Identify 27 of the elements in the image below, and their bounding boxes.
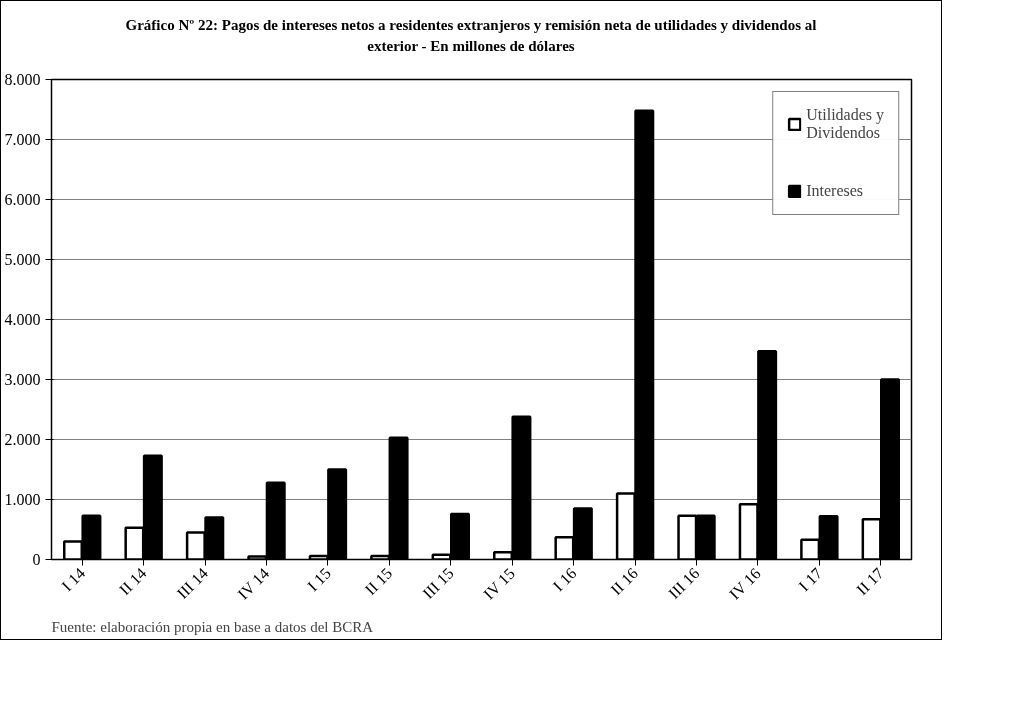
x-tick-label: IV 14 [234,564,273,603]
x-tick-label: III 14 [173,564,212,602]
x-tick-label: I 16 [549,564,580,595]
legend-label: Intereses [806,181,864,200]
y-tick-label: 2.000 [4,430,41,448]
y-tick-label: 7.000 [4,130,41,148]
x-tick-label: I 15 [304,564,334,595]
x-tick-label: II 15 [361,564,396,599]
y-tick-label: 0 [32,550,41,568]
x-tick-label: III 15 [419,564,457,602]
legend-label: Utilidades y Dividendos [806,105,884,142]
x-tick-label: I 14 [58,564,89,595]
x-tick-label: II 17 [853,564,887,599]
x-tick-label: II 14 [115,564,150,599]
y-tick-label: 5.000 [4,250,41,268]
y-tick-label: 3.000 [4,370,41,388]
source-note: Fuente: elaboración propia en base a datos del BCRA [51,618,374,635]
chart-title: Gráfico Nº 22: Pagos de intereses netos a residentes extranjeros y remisión neta de utilidades y dividendos al exterior - En millones de dólares [124,16,818,57]
y-tick-label: 6.000 [4,190,41,208]
y-tick-label: 4.000 [4,310,41,328]
y-tick-label: 1.000 [4,490,41,508]
x-tick-label: I 17 [795,564,826,595]
y-tick-label: 8.000 [4,70,41,88]
x-tick-label: III 16 [665,564,703,602]
x-tick-label: IV 15 [480,564,519,603]
x-tick-label: IV 16 [725,564,764,603]
x-tick-label: II 16 [607,564,642,599]
